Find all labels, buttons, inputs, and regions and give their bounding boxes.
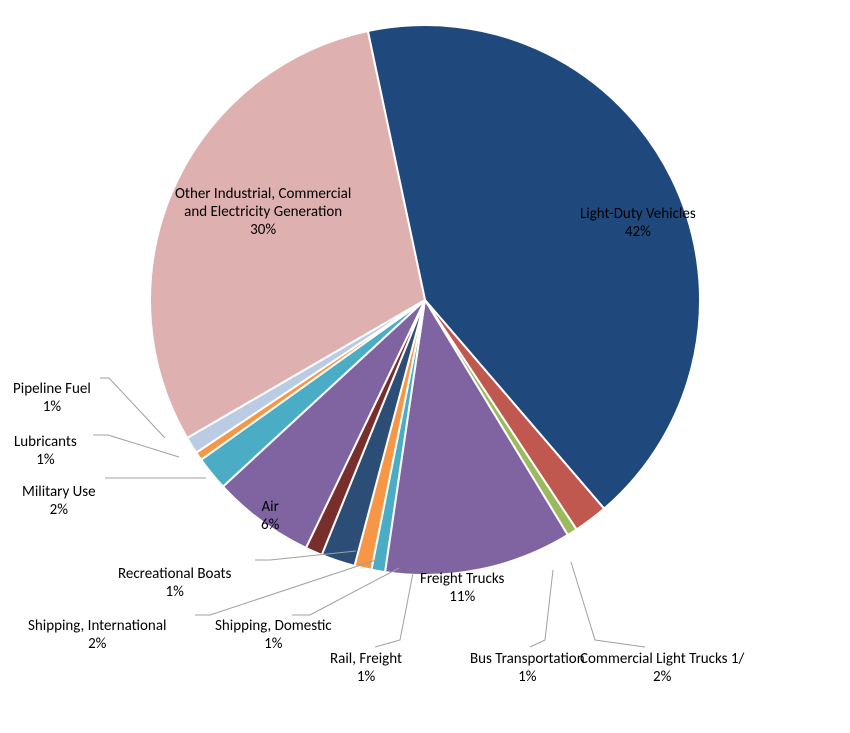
leader-line-4 xyxy=(375,573,413,647)
slice-label-3: Freight Trucks11% xyxy=(420,570,504,606)
slice-label-1: Commercial Light Trucks 1/2% xyxy=(580,650,744,686)
slice-label-11: Pipeline Fuel1% xyxy=(13,380,91,416)
leader-line-5 xyxy=(292,568,399,615)
leader-line-11 xyxy=(100,378,165,438)
slice-label-10: Lubricants1% xyxy=(14,433,77,469)
slice-label-0: Light-Duty Vehicles42% xyxy=(580,205,696,241)
slice-label-7: Recreational Boats1% xyxy=(118,565,231,601)
slice-label-6: Shipping, International2% xyxy=(28,617,166,653)
slice-label-5: Shipping, Domestic1% xyxy=(215,617,332,653)
slice-label-4: Rail, Freight1% xyxy=(330,650,402,686)
slice-label-9: Military Use2% xyxy=(22,483,96,519)
slice-label-8: Air6% xyxy=(261,498,279,534)
leader-line-1 xyxy=(571,562,645,647)
leader-line-10 xyxy=(93,435,179,457)
slice-label-12: Other Industrial, Commercialand Electric… xyxy=(175,185,351,239)
pie-chart-container: Light-Duty Vehicles42% Commercial Light T… xyxy=(0,0,850,733)
leader-line-2 xyxy=(530,570,553,647)
slice-label-2: Bus Transportation1% xyxy=(470,650,585,686)
